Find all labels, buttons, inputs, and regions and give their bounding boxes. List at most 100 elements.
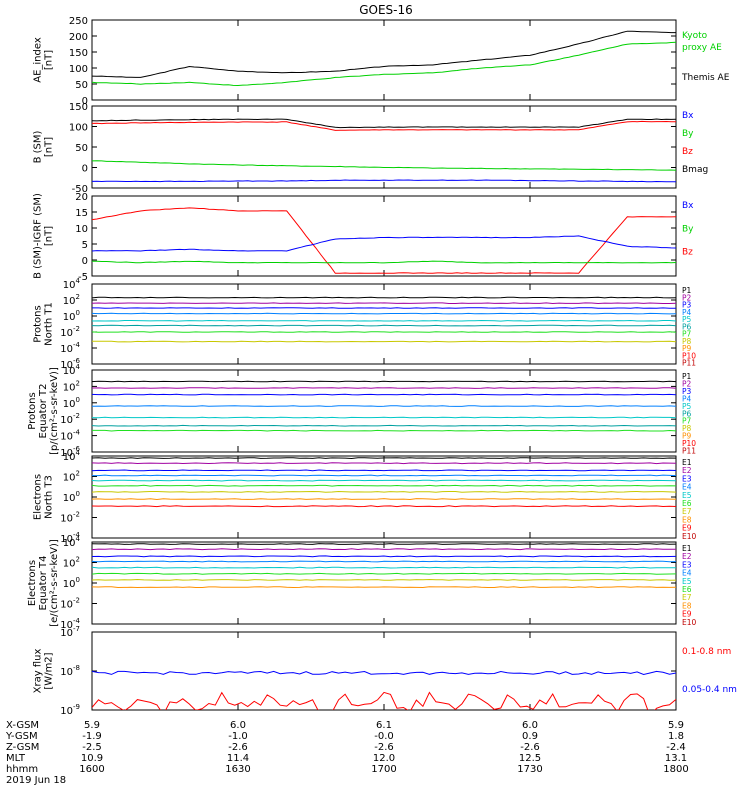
series-line-e5 xyxy=(92,566,676,569)
y-tick-label: 10-7 xyxy=(60,625,80,639)
series-line-e6 xyxy=(92,572,676,575)
y-tick-label: 50 xyxy=(75,143,88,154)
y-tick-label: 104 xyxy=(63,277,81,291)
y-tick-exponent: 0 xyxy=(76,396,80,404)
footer-row-label: MLT xyxy=(6,753,26,764)
series-line-0-1-0-8-nm xyxy=(92,691,676,710)
y-tick-label: 102 xyxy=(63,379,80,393)
series-line-p2 xyxy=(92,387,676,389)
legend-item: P2 xyxy=(682,293,692,302)
series-group xyxy=(92,30,676,87)
y-tick-label: 0 xyxy=(82,164,88,175)
series-line-p3 xyxy=(92,393,676,396)
y-tick-label: 10-2 xyxy=(60,325,80,339)
y-axis-label: B (SM)-IGRF (SM) xyxy=(33,193,44,279)
footer-value: 12.5 xyxy=(519,753,541,764)
footer-value: -2.5 xyxy=(82,742,102,753)
y-tick-label: 104 xyxy=(63,449,81,463)
y-tick-exponent: -4 xyxy=(73,531,81,539)
y-tick-label: -50 xyxy=(72,184,88,195)
legend-item: E5 xyxy=(682,491,692,500)
series-line-e9 xyxy=(92,505,676,508)
y-tick-base: 10 xyxy=(63,559,76,570)
series-line-e3 xyxy=(92,469,676,472)
legend-item: P5 xyxy=(682,402,692,411)
legend-item: E3 xyxy=(682,560,692,569)
footer-value: 1700 xyxy=(371,764,396,775)
y-tick-base: 10 xyxy=(63,296,76,307)
footer-value: 11.4 xyxy=(227,753,249,764)
legend-item: E5 xyxy=(682,577,692,586)
series-line-p7 xyxy=(92,331,676,333)
legend-item: E10 xyxy=(682,532,697,541)
footer-value: -1.9 xyxy=(82,731,102,742)
y-tick-exponent: 0 xyxy=(76,490,80,498)
y-tick-label: 100 xyxy=(63,576,80,590)
legend-item: E8 xyxy=(682,515,692,524)
series-line-p6 xyxy=(92,324,676,327)
footer-row-label: X-GSM xyxy=(6,720,39,731)
legend-item: P1 xyxy=(682,372,692,381)
y-tick-base: 10 xyxy=(63,579,76,590)
series-group xyxy=(92,118,676,183)
legend-item: E4 xyxy=(682,483,692,492)
footer-row-label: Z-GSM xyxy=(6,742,39,753)
y-tick-base: 10 xyxy=(60,534,73,545)
series-line-e2 xyxy=(92,548,676,551)
y-tick-label: 50 xyxy=(75,80,88,91)
y-tick-label: 104 xyxy=(63,535,81,549)
series-line-bz xyxy=(92,207,676,274)
legend-item: P7 xyxy=(682,330,692,339)
y-tick-base: 10 xyxy=(60,620,73,631)
legend-item: P4 xyxy=(682,308,692,317)
y-tick-label: 10-9 xyxy=(60,703,80,717)
y-tick-exponent: -9 xyxy=(73,703,80,711)
y-axis-label: Equator T2 xyxy=(38,384,49,439)
y-tick-base: 10 xyxy=(60,432,73,443)
y-tick-label: 100 xyxy=(63,396,80,410)
legend-item: 0.1-0.8 nm xyxy=(682,647,731,657)
series-line-p1 xyxy=(92,380,676,383)
y-tick-base: 10 xyxy=(60,706,73,717)
footer-value: 1800 xyxy=(663,764,688,775)
legend-item: Bz xyxy=(682,147,693,157)
y-tick-base: 10 xyxy=(60,328,73,339)
y-tick-label: 10-4 xyxy=(60,429,80,443)
footer-value: -2.6 xyxy=(520,742,540,753)
footer-value: 1630 xyxy=(225,764,250,775)
series-group xyxy=(92,543,676,589)
panel-frame xyxy=(91,105,677,189)
legend-item: By xyxy=(682,224,694,234)
y-tick-label: 10-6 xyxy=(60,445,80,459)
series-line-e3 xyxy=(92,555,676,558)
legend-item: P10 xyxy=(682,439,696,448)
panel-frame xyxy=(91,283,677,365)
y-tick-label: 102 xyxy=(63,293,80,307)
y-tick-exponent: -2 xyxy=(73,511,80,519)
panel-frame xyxy=(91,369,677,453)
legend-item: E3 xyxy=(682,474,692,483)
legend-item: E9 xyxy=(682,524,692,533)
legend-item: E1 xyxy=(682,458,692,467)
legend-item: proxy AE xyxy=(682,43,722,53)
legend-item: P3 xyxy=(682,387,692,396)
y-axis-label: Electrons xyxy=(33,474,44,520)
y-axis-label: [W/m2] xyxy=(44,652,55,689)
y-tick-label: 250 xyxy=(69,16,88,27)
legend-item: P6 xyxy=(682,409,692,418)
series-line-p4 xyxy=(92,312,676,315)
y-axis-label: Electrons xyxy=(27,560,38,606)
y-axis-label: [p/(cm²-s-sr-keV)] xyxy=(49,367,60,455)
plot-title: GOES-16 xyxy=(359,3,413,17)
legend-item: Bx xyxy=(682,111,694,121)
y-tick-label: 10-2 xyxy=(60,412,80,426)
legend-item: P9 xyxy=(682,344,692,353)
y-tick-base: 10 xyxy=(60,600,73,611)
y-axis-label: North T1 xyxy=(44,302,55,346)
y-tick-exponent: 4 xyxy=(76,449,81,457)
series-line-by xyxy=(92,160,676,171)
legend-item: E1 xyxy=(682,544,692,553)
legend-item: E4 xyxy=(682,569,692,578)
